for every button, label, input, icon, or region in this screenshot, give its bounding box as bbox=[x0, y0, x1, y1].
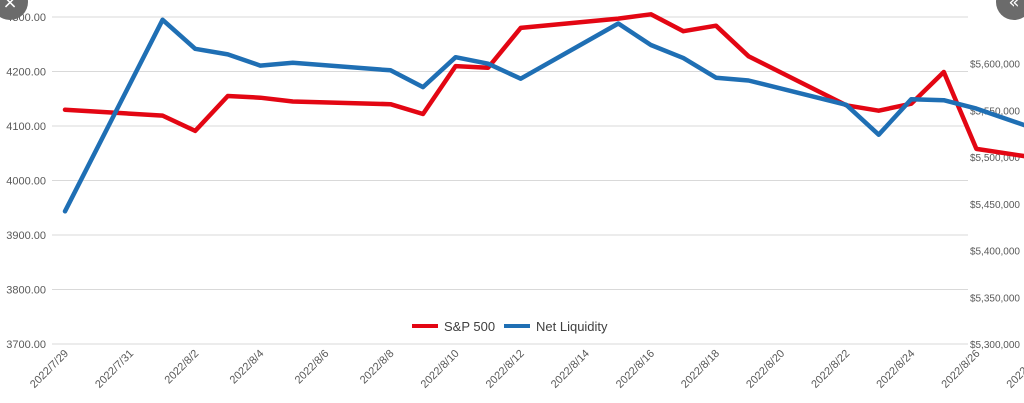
x-tick-label: 2022/8/12 bbox=[484, 348, 527, 391]
x-tick-label: 2022/8/28 bbox=[1005, 348, 1024, 391]
gridlines bbox=[52, 16, 968, 345]
y-right-tick-label: $5,550,000 bbox=[970, 106, 1020, 117]
y-right-tick-label: $5,350,000 bbox=[970, 293, 1020, 304]
y-right-tick-label: $5,500,000 bbox=[970, 153, 1020, 164]
collapse-icon[interactable]: « bbox=[996, 0, 1024, 20]
series-line-sp500 bbox=[62, 12, 1024, 159]
x-tick-label: 2022/8/6 bbox=[293, 348, 332, 387]
x-tick-label: 2022/8/4 bbox=[228, 348, 267, 387]
y-left-tick-label: 3900.00 bbox=[6, 230, 46, 242]
legend-label-sp500: S&P 500 bbox=[444, 319, 495, 334]
y-right-tick-label: $5,300,000 bbox=[970, 340, 1020, 351]
x-tick-label: 2022/8/10 bbox=[419, 348, 462, 391]
legend[interactable]: S&P 500 Net Liquidity bbox=[412, 319, 608, 334]
x-tick-label: 2022/8/20 bbox=[744, 348, 787, 391]
y-right-tick-label: $5,600,000 bbox=[970, 60, 1020, 71]
x-tick-label: 2022/8/26 bbox=[939, 348, 982, 391]
x-tick-label: 2022/8/8 bbox=[358, 348, 397, 387]
series-lines bbox=[62, 12, 1024, 214]
series-line-net-liquidity bbox=[62, 17, 1024, 214]
y-axis-right-ticks: $5,300,000 $5,350,000 $5,400,000 $5,450,000… bbox=[970, 60, 1020, 351]
x-tick-label: 2022/7/29 bbox=[28, 348, 71, 391]
x-tick-label: 2022/8/16 bbox=[614, 348, 657, 391]
y-left-tick-label: 3700.00 bbox=[6, 339, 46, 351]
close-icon[interactable]: × bbox=[0, 0, 28, 20]
y-left-tick-label: 3800.00 bbox=[6, 285, 46, 297]
y-left-tick-label: 4200.00 bbox=[6, 67, 46, 79]
x-tick-label: 2022/8/14 bbox=[549, 348, 592, 391]
x-tick-label: 2022/8/18 bbox=[679, 348, 722, 391]
y-left-tick-label: 4000.00 bbox=[6, 176, 46, 188]
x-tick-label: 2022/8/24 bbox=[874, 348, 917, 391]
x-axis-ticks: 2022/7/29 2022/7/31 2022/8/2 2022/8/4 2022/8… bbox=[28, 348, 1024, 391]
x-tick-label: 2022/8/22 bbox=[809, 348, 852, 391]
y-right-tick-label: $5,450,000 bbox=[970, 200, 1020, 211]
x-tick-label: 2022/8/2 bbox=[163, 348, 202, 387]
y-left-tick-label: 4100.00 bbox=[6, 121, 46, 133]
y-axis-left-ticks: 3700.00 3800.00 3900.00 4000.00 4100.00 4200.… bbox=[6, 12, 46, 351]
y-right-tick-label: $5,400,000 bbox=[970, 247, 1020, 258]
x-tick-label: 2022/7/31 bbox=[93, 348, 136, 391]
legend-label-net-liquidity: Net Liquidity bbox=[536, 319, 608, 334]
